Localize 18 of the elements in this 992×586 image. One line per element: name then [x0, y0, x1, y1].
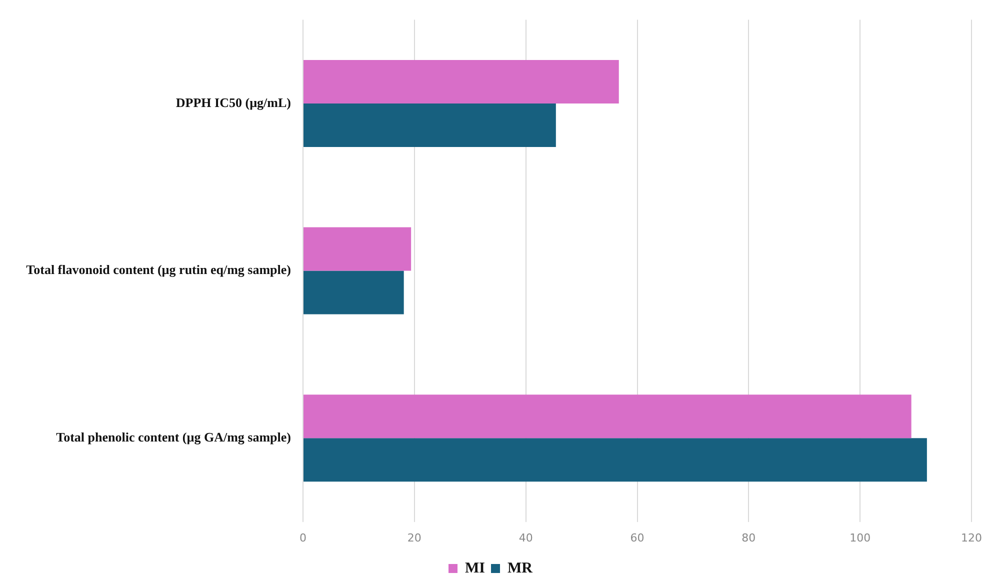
x-tick-label: 0	[300, 531, 306, 544]
y-tick-label: DPPH IC50 (µg/mL)	[176, 94, 291, 110]
y-tick-label: Total flavonoid content (µg rutin eq/mg sample)	[26, 262, 291, 278]
bar	[304, 270, 404, 314]
bar	[304, 103, 556, 147]
x-tick-label: 100	[850, 531, 871, 544]
x-tick-label: 60	[630, 531, 644, 544]
y-tick-label: Total phenolic content (µg GA/mg sample)	[56, 429, 291, 444]
bar	[304, 394, 912, 438]
x-tick-label: 20	[407, 531, 422, 544]
legend-label: MI	[465, 560, 486, 576]
x-tick-label: 80	[742, 531, 756, 544]
bar	[304, 438, 927, 482]
bar	[304, 60, 619, 104]
legend-label: MR	[508, 560, 533, 576]
x-tick-label: 120	[961, 531, 982, 544]
bar	[304, 227, 412, 271]
x-tick-label: 40	[518, 531, 533, 544]
